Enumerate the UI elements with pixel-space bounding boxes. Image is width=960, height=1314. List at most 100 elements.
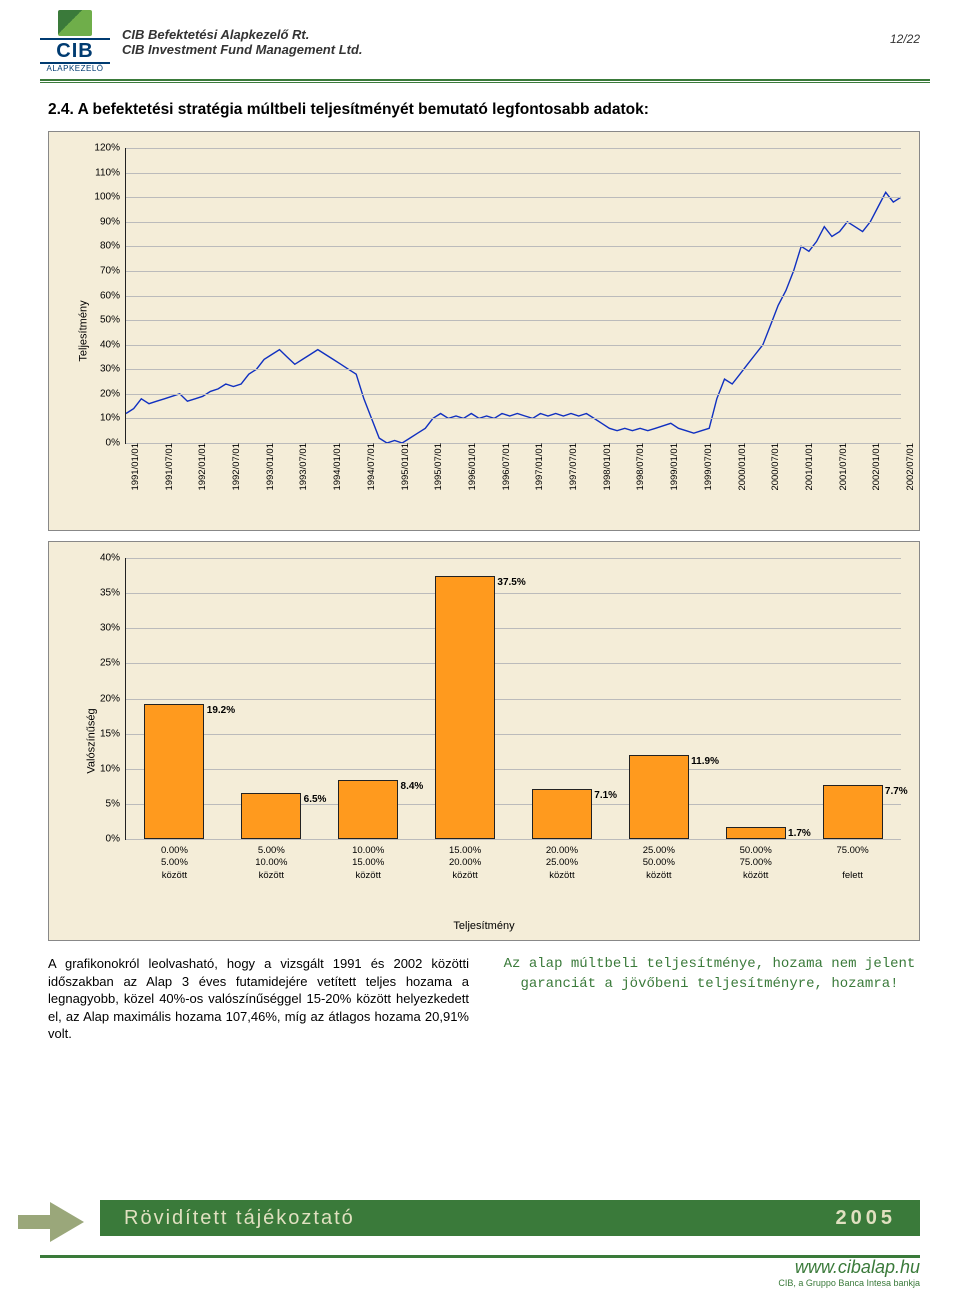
chart1-xtick: 1993/07/01 [294,443,309,491]
chart1-xtick: 1998/07/01 [631,443,646,491]
chart2-bar-label: 19.2% [207,705,235,716]
chart1-xtick: 1996/07/01 [497,443,512,491]
chart1-xtick: 1994/07/01 [362,443,377,491]
chart1-ytick: 60% [100,290,126,301]
chart1-ytick: 110% [95,167,126,178]
chart2-ytick: 25% [100,658,126,669]
chart1-xtick: 1997/07/01 [564,443,579,491]
chart2-xtick: 50.00%75.00%között [740,839,772,882]
chart2-bar-label: 7.1% [594,790,617,801]
main-content: 2.4. A befektetési stratégia múltbeli te… [0,83,960,1043]
chart1-xtick: 1995/07/01 [429,443,444,491]
chart1-gridline [126,320,901,321]
chart2-xtick: 0.00%5.00%között [161,839,188,882]
chart2-gridline [126,699,901,700]
chart2-ytick: 10% [100,763,126,774]
chart2-plot-area: 0%5%10%15%20%25%30%35%40%19.2%0.00%5.00%… [125,558,901,840]
chart1-xtick: 1999/01/01 [665,443,680,491]
chart2-xtick: 75.00% felett [836,839,868,882]
performance-line-chart: Teljesítmény 0%10%20%30%40%50%60%70%80%9… [48,131,920,531]
footer-year: 2005 [836,1207,897,1230]
logo-sub-text: ALAPKEZELŐ [40,64,110,73]
chart2-bar [823,785,883,839]
footer-bar: Rövidített tájékoztató 2005 [100,1200,920,1236]
chart2-xaxis-label: Teljesítmény [453,920,514,932]
chart1-series-line [126,192,901,443]
logo: CIB ALAPKEZELŐ [40,10,110,73]
chart1-ytick: 90% [100,216,126,227]
chart1-gridline [126,173,901,174]
chart2-bar [629,755,689,839]
chart1-gridline [126,443,901,444]
chart1-xtick: 1995/01/01 [396,443,411,491]
chart1-ytick: 40% [100,339,126,350]
chart2-bar-label: 37.5% [497,577,525,588]
chart1-gridline [126,222,901,223]
chart2-ytick: 30% [100,623,126,634]
chart2-xtick: 5.00%10.00%között [255,839,287,882]
chart2-ytick: 5% [106,798,126,809]
logo-icon [58,10,92,36]
chart1-ytick: 80% [100,241,126,252]
page-header: CIB ALAPKEZELŐ CIB Befektetési Alapkezel… [0,0,960,73]
chart1-gridline [126,394,901,395]
chart1-gridline [126,369,901,370]
header-rule [40,79,930,81]
company-name-hu: CIB Befektetési Alapkezelő Rt. [122,27,363,42]
chart2-gridline [126,558,901,559]
chart1-ytick: 120% [94,143,126,154]
body-highlight: Az alap múltbeli teljesítménye, hozama n… [499,955,920,1043]
chart1-gridline [126,148,901,149]
chart2-xtick: 20.00%25.00%között [546,839,578,882]
chart1-ytick: 70% [100,265,126,276]
chart2-gridline [126,628,901,629]
chart1-xtick: 1992/01/01 [193,443,208,491]
chart2-gridline [126,663,901,664]
chart2-ytick: 40% [100,553,126,564]
chart1-xtick: 2000/01/01 [733,443,748,491]
chart2-yaxis-label: Valószínűség [86,708,98,773]
chart2-gridline [126,769,901,770]
chart1-xtick: 1993/01/01 [261,443,276,491]
chart1-gridline [126,296,901,297]
chart2-gridline [126,839,901,840]
chart1-xtick: 1992/07/01 [227,443,242,491]
probability-bar-chart: Valószínűség 0%5%10%15%20%25%30%35%40%19… [48,541,920,941]
footer-brand: www.cibalap.hu CIB, a Gruppo Banca Intes… [778,1257,920,1288]
body-text-row: A grafikonokról leolvasható, hogy a vizs… [48,955,920,1043]
chart1-ytick: 20% [100,388,126,399]
chart2-bar [241,793,301,839]
chart2-bar [726,827,786,839]
chart1-ytick: 50% [100,315,126,326]
chart1-gridline [126,345,901,346]
footer-tagline: CIB, a Gruppo Banca Intesa bankja [778,1278,920,1288]
chart1-yaxis-label: Teljesítmény [78,300,90,361]
chart1-xtick: 2002/07/01 [901,443,916,491]
chart2-ytick: 20% [100,693,126,704]
chart1-ytick: 10% [100,413,126,424]
chart1-gridline [126,246,901,247]
chart1-gridline [126,197,901,198]
company-name-en: CIB Investment Fund Management Ltd. [122,42,363,57]
chart1-xtick: 2001/01/01 [800,443,815,491]
chart2-bar-label: 7.7% [885,786,908,797]
chart1-plot-area: 0%10%20%30%40%50%60%70%80%90%100%110%120… [125,148,901,444]
chart2-gridline [126,593,901,594]
chart2-bar-label: 11.9% [691,756,719,767]
section-title: 2.4. A befektetési stratégia múltbeli te… [48,101,920,119]
logo-main-text: CIB [40,38,110,64]
chart2-ytick: 0% [106,834,126,845]
chart1-xtick: 1998/01/01 [598,443,613,491]
chart1-xtick: 1991/01/01 [126,443,141,491]
company-name-block: CIB Befektetési Alapkezelő Rt. CIB Inves… [122,27,363,57]
chart1-xtick: 2000/07/01 [766,443,781,491]
chart1-xtick: 1991/07/01 [160,443,175,491]
chart1-ytick: 100% [94,192,126,203]
chart1-xtick: 1994/01/01 [328,443,343,491]
chart1-gridline [126,271,901,272]
chart2-xtick: 10.00%15.00%között [352,839,384,882]
chart2-bar-label: 8.4% [401,781,424,792]
chart2-bar-label: 6.5% [304,794,327,805]
chart1-xtick: 2001/07/01 [834,443,849,491]
chart1-ytick: 30% [100,364,126,375]
